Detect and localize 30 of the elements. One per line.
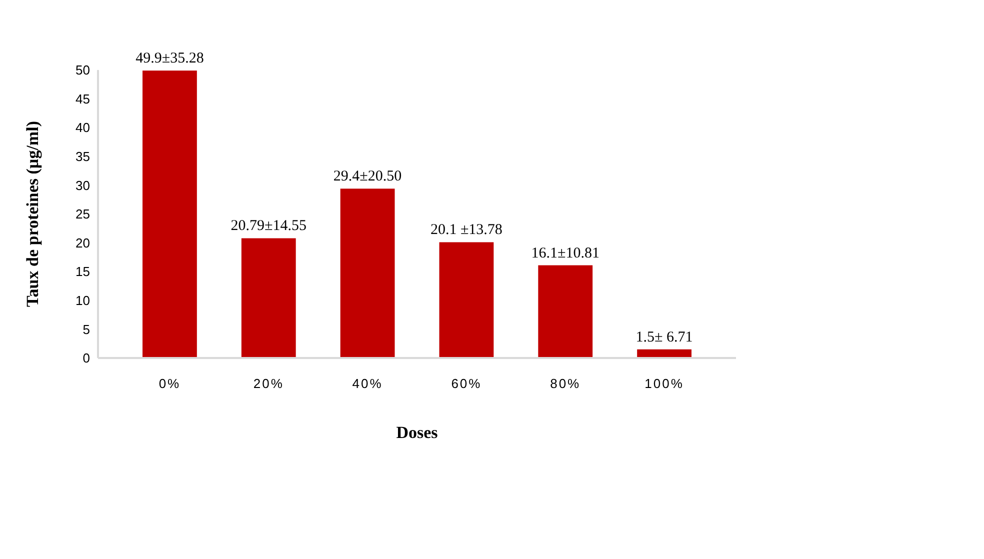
x-tick-label: 100% [644, 376, 684, 391]
bar [340, 188, 395, 358]
data-label: 49.9±35.28 [136, 50, 204, 67]
y-tick-label: 50 [76, 62, 90, 78]
data-label: 20.79±14.55 [230, 218, 306, 234]
data-label: 1.5± 6.71 [636, 329, 693, 346]
y-tick-label: 25 [76, 206, 90, 222]
x-tick-label: 20% [253, 376, 284, 391]
y-tick-label: 30 [76, 178, 90, 193]
y-tick-label: 40 [76, 120, 90, 136]
data-label: 20.1 ±13.78 [430, 222, 502, 238]
y-tick-label: 20 [76, 235, 90, 250]
y-axis-title: Taux de proteines (µg/ml) [23, 121, 42, 307]
data-label: 16.1±10.81 [531, 245, 600, 262]
bar [439, 242, 494, 358]
bar [241, 238, 296, 358]
x-tick-label: 40% [352, 376, 383, 391]
y-tick-label: 15 [76, 264, 90, 280]
y-tick-label: 35 [76, 148, 90, 164]
x-tick-label: 0% [158, 376, 181, 391]
bar [538, 265, 593, 358]
y-tick-label: 10 [76, 292, 90, 308]
y-tick-label: 45 [76, 91, 90, 106]
data-label: 29.4±20.50 [333, 168, 402, 185]
x-axis-title: Doses [396, 423, 438, 442]
bar [142, 70, 197, 358]
y-tick-label: 0 [82, 350, 90, 366]
x-tick-label: 80% [550, 376, 581, 391]
y-tick-label: 5 [82, 322, 90, 337]
x-tick-label: 60% [451, 376, 482, 391]
